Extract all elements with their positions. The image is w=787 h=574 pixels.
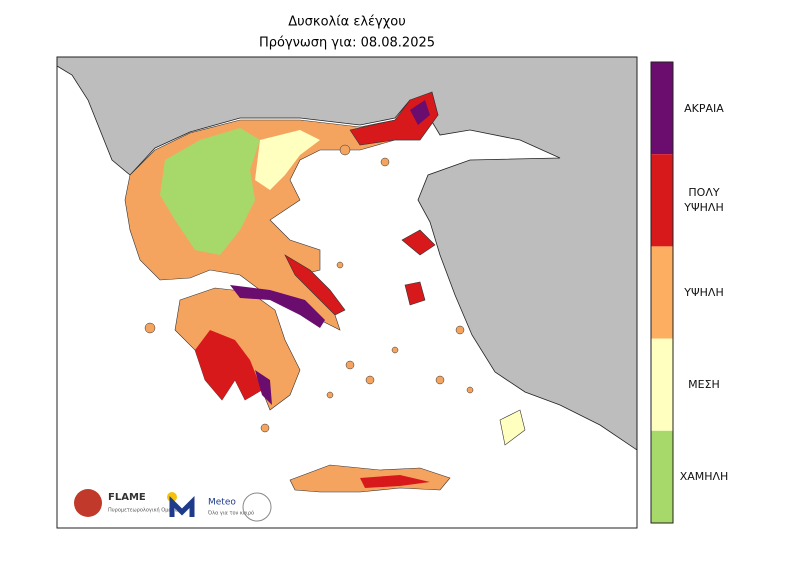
university-seal [242,492,272,522]
lesvos [401,229,436,256]
crete-very-high [360,475,430,488]
region-low [160,128,260,255]
chios [404,281,426,306]
flame-logo-name: FLAME [108,492,146,503]
legend-label: ΑΚΡΑΙΑ [684,101,724,115]
legend-label: ΥΨΗΛΗ [684,286,724,299]
legend-label: ΧΑΜΗΛΗ [679,470,729,484]
colorbar-segment [651,246,673,339]
flame-logo-subtitle: Πυρομετεωρολογική Ομάδα [108,507,179,514]
colorbar-segment [651,430,673,523]
colorbar [650,61,674,524]
meteo-logo-name: Meteo [208,498,236,508]
rhodes [499,409,526,446]
region-medium [255,130,320,190]
colorbar-segment [651,338,673,431]
colorbar-segment [651,154,673,247]
meteo-logo-icon [169,495,195,517]
logos: FLAME Πυρομετεωρολογική Ομάδα Meteo Όλα … [74,489,272,522]
peloponnese-very-high [195,330,262,400]
neighbor-land [56,56,638,451]
meteo-logo-subtitle: Όλα για τον καιρό [207,510,254,517]
region-very-high [349,91,439,146]
map-frame [56,56,638,529]
title: Δυσκολία ελέγχου [288,15,406,30]
legend-label: ΠΟΛΥ ΥΨΗΛΗ [684,186,724,215]
islands [144,144,474,433]
flame-logo-icon [74,489,102,517]
colorbar-frame [650,61,674,524]
evia [284,254,346,316]
subtitle: Πρόγνωση για: 08.08.2025 [259,36,435,51]
map [56,56,638,529]
legend-label: ΜΕΣΗ [688,378,720,392]
colorbar-segment [651,62,673,155]
